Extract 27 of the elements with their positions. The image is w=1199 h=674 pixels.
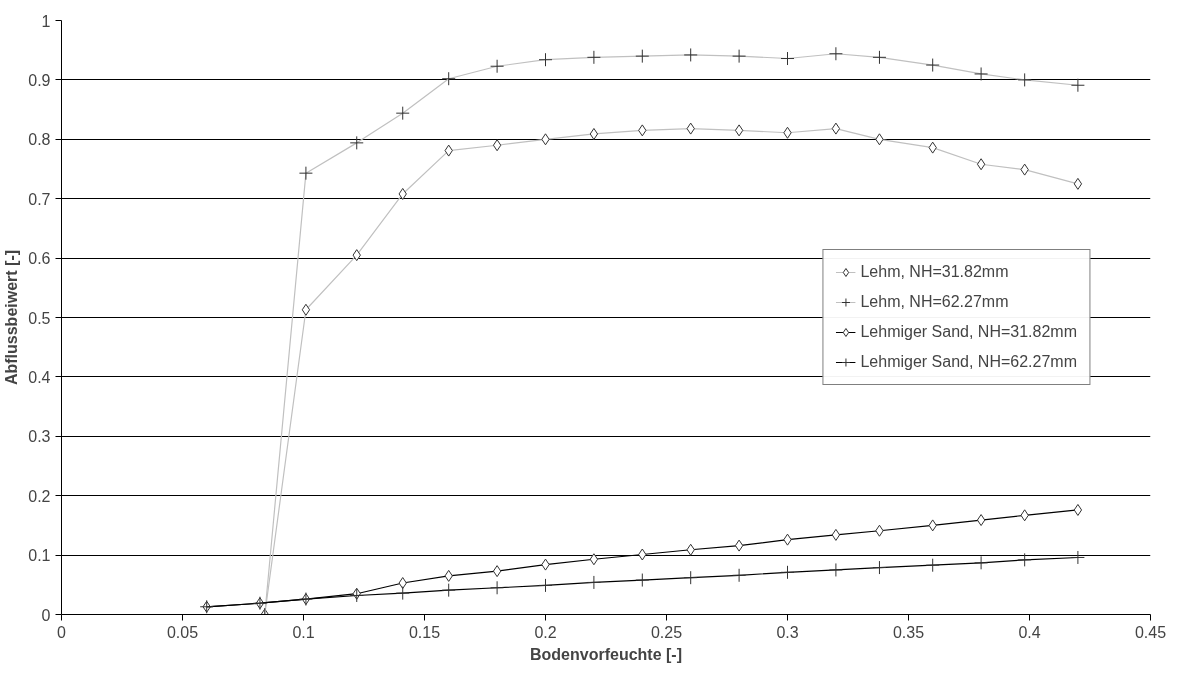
- x-tick-label: 0.05: [166, 623, 199, 641]
- y-tick-label: 0.9: [28, 71, 51, 89]
- x-tick-label: 0: [57, 623, 67, 641]
- legend-label: Lehmiger Sand, NH=62.27mm: [860, 353, 1077, 371]
- x-tick-label: 0.15: [408, 623, 441, 641]
- y-tick-label: 0: [41, 606, 51, 624]
- y-tick-label: 0.2: [28, 487, 51, 505]
- legend-label: Lehmiger Sand, NH=31.82mm: [860, 323, 1077, 341]
- x-tick-label: 0.1: [292, 623, 315, 641]
- x-axis-title: Bodenvorfeuchte [-]: [530, 645, 682, 663]
- y-tick-label: 0.3: [28, 428, 51, 446]
- x-tick-label: 0.2: [534, 623, 557, 641]
- x-tick-label: 0.35: [892, 623, 925, 641]
- y-tick-label: 0.7: [28, 190, 51, 208]
- y-tick-label: 0.1: [28, 547, 51, 565]
- y-tick-label: 0.8: [28, 131, 51, 149]
- x-tick-label: 0.3: [776, 623, 799, 641]
- legend-label: Lehm, NH=62.27mm: [860, 293, 1009, 311]
- y-tick-label: 1: [41, 12, 51, 30]
- y-axis-title: Abflussbeiwert [-]: [3, 249, 21, 386]
- y-tick-label: 0.5: [28, 309, 51, 327]
- y-tick-label: 0.6: [28, 250, 51, 268]
- x-tick-label: 0.4: [1018, 623, 1041, 641]
- legend-label: Lehm, NH=31.82mm: [860, 263, 1009, 281]
- x-tick-label: 0.25: [650, 623, 683, 641]
- x-tick-label: 0.45: [1134, 623, 1167, 641]
- y-tick-label: 0.4: [28, 368, 51, 386]
